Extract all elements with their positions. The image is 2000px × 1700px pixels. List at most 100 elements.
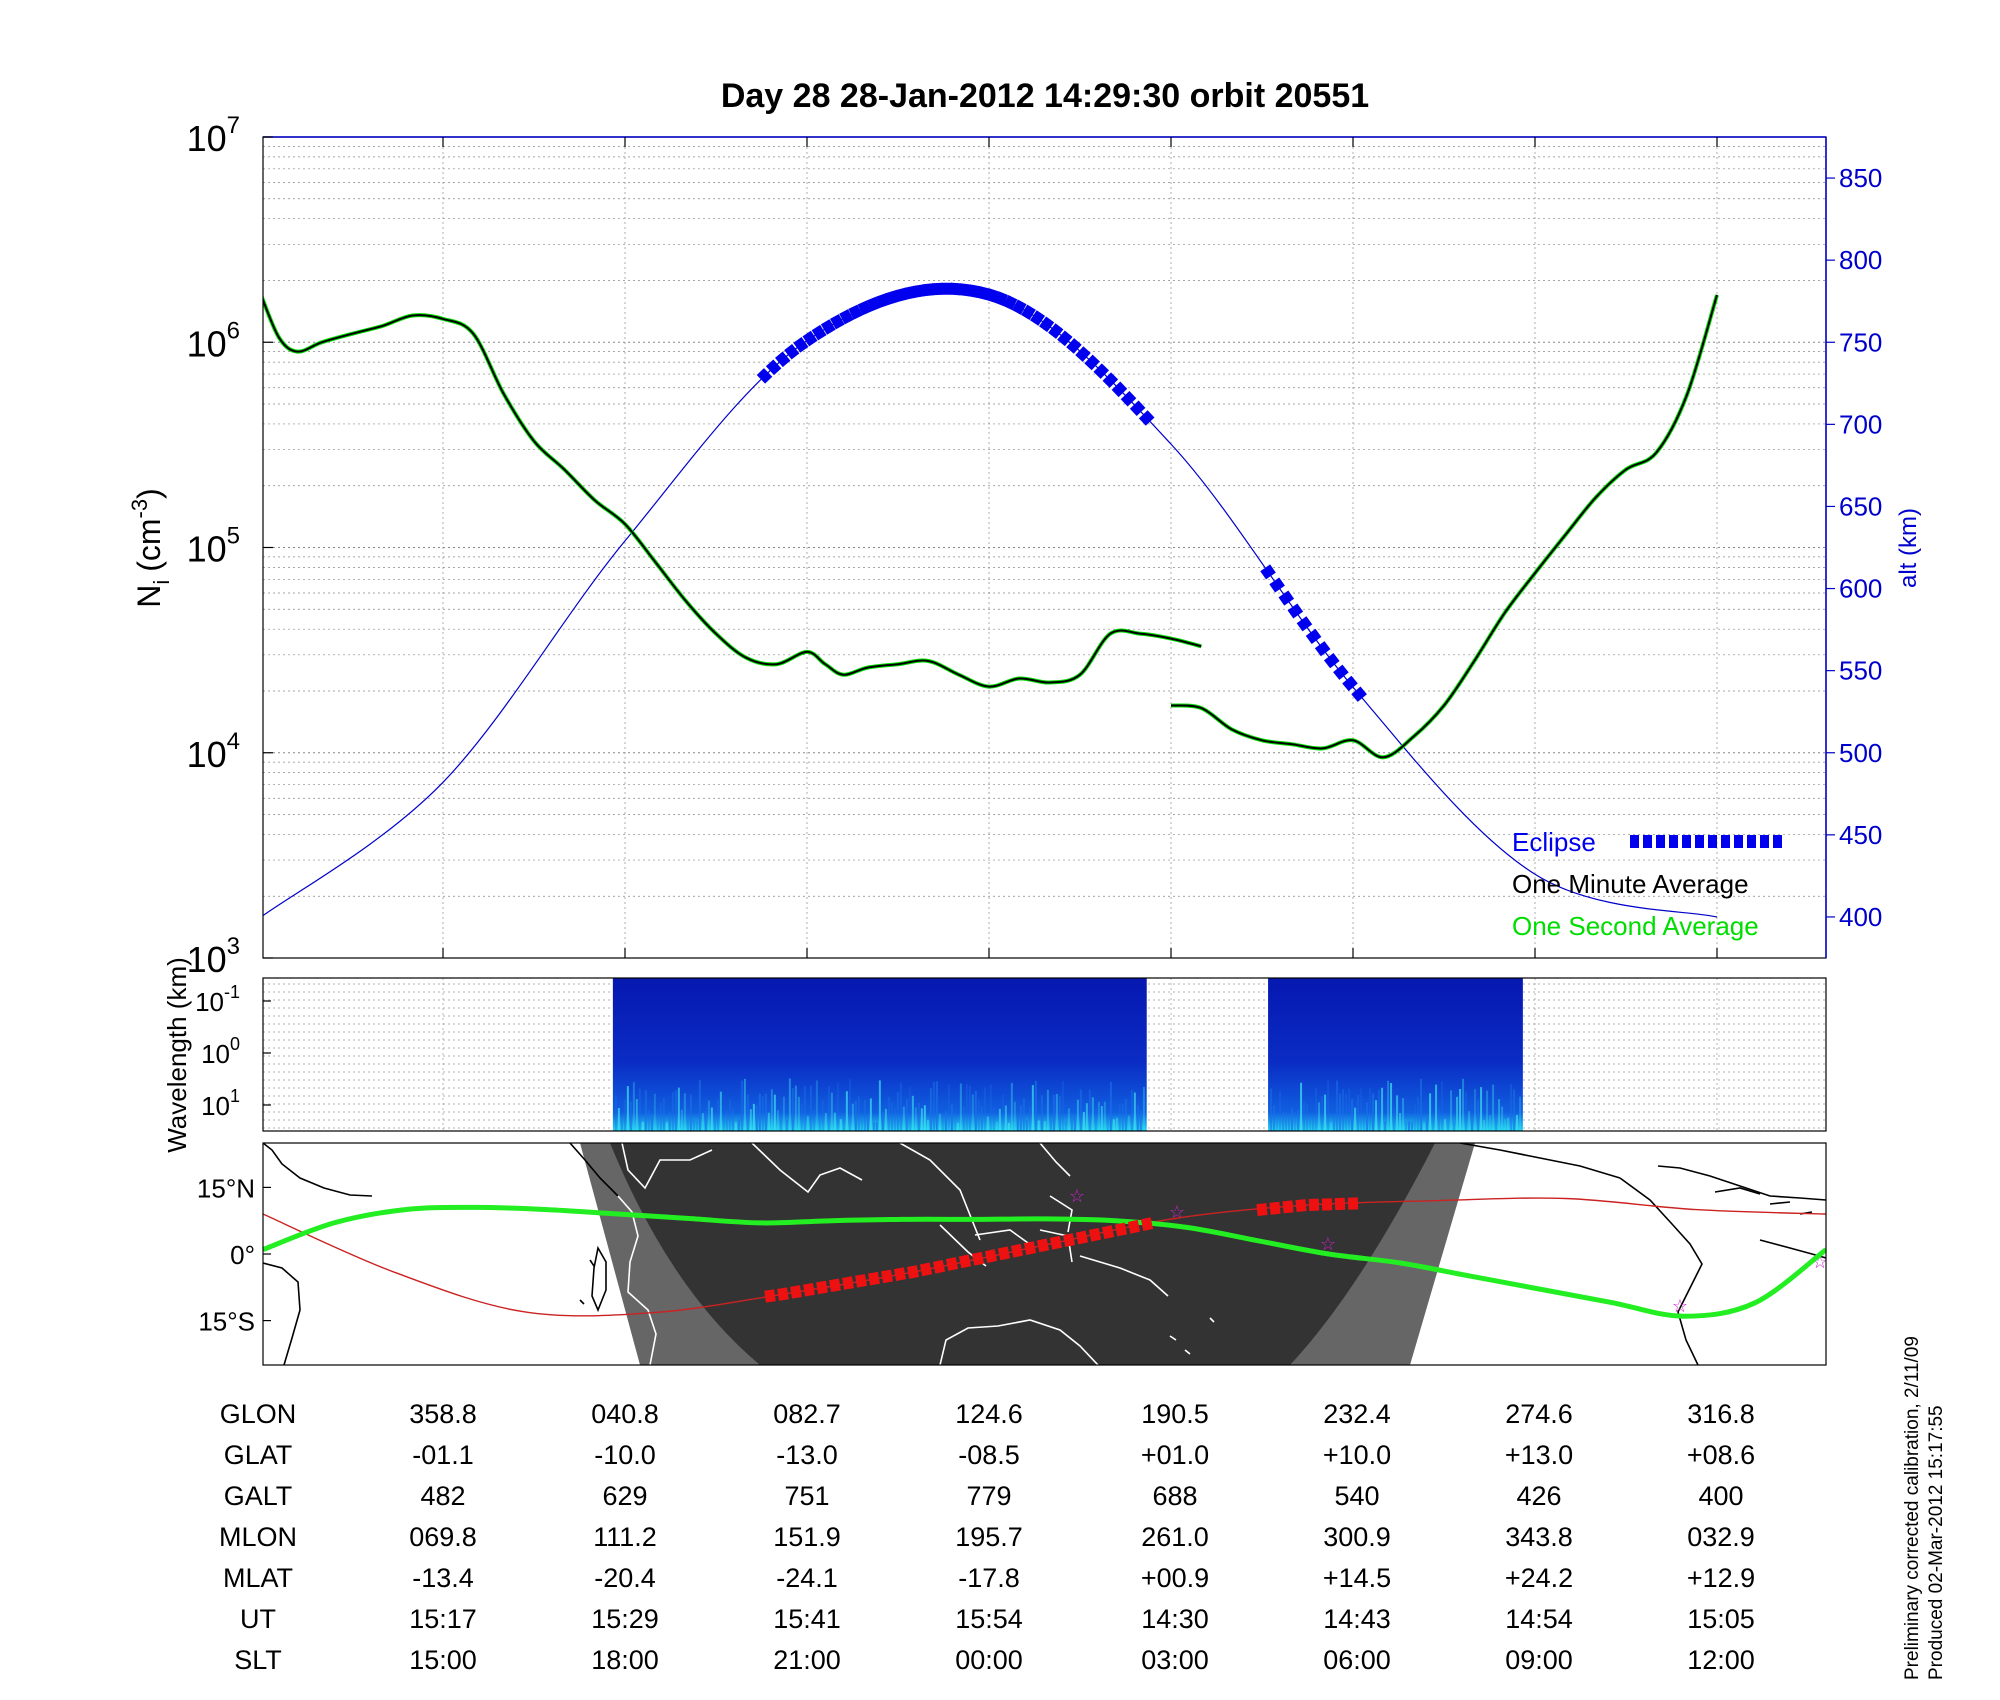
eclipse-marker xyxy=(866,296,881,312)
spectrogram-streak xyxy=(623,1099,626,1131)
table-row-label: UT xyxy=(240,1604,276,1634)
spectrogram-streak xyxy=(1130,1089,1133,1131)
eclipse-track-square xyxy=(958,1254,972,1269)
spectrogram-streak xyxy=(1103,1101,1106,1131)
eclipse-marker xyxy=(1129,400,1146,417)
tick-base: 10 xyxy=(187,323,227,364)
spectrogram-streak xyxy=(1034,1080,1037,1131)
spectrogram-streak xyxy=(1390,1083,1393,1131)
eclipse-track-square xyxy=(1088,1227,1102,1242)
eclipse-track-square xyxy=(868,1271,880,1286)
spectrogram-streak xyxy=(1094,1107,1097,1131)
table-cell: +10.0 xyxy=(1323,1440,1391,1470)
tick-exp: 1 xyxy=(230,1086,240,1106)
spectrogram-streak xyxy=(800,1103,803,1131)
spectrogram-streak xyxy=(866,1114,869,1131)
spectrogram-streak xyxy=(710,1107,713,1131)
spectrogram-streak xyxy=(923,1105,926,1131)
spectrogram-streak xyxy=(893,1107,896,1131)
tick-exp: 3 xyxy=(227,933,240,960)
spectrogram-blocks xyxy=(612,978,1523,1131)
spectrogram-streak xyxy=(770,1089,773,1131)
spectrogram-streak xyxy=(641,1121,644,1131)
spectrogram-streak xyxy=(1342,1089,1345,1131)
spectrogram-streak xyxy=(944,1111,947,1131)
spectrogram-streak xyxy=(698,1080,701,1131)
spectrogram-streak xyxy=(1480,1087,1483,1131)
satellite-track-line xyxy=(263,1204,1826,1319)
spectrogram-streak xyxy=(899,1083,902,1131)
spectrogram-streak xyxy=(671,1092,674,1131)
spectrogram-streak xyxy=(626,1086,629,1131)
eclipse-marker xyxy=(1066,338,1082,354)
table-cell: 151.9 xyxy=(773,1522,841,1552)
spectrogram-streak xyxy=(743,1078,746,1131)
table-cell: 400 xyxy=(1698,1481,1743,1511)
legend-eclipse-square xyxy=(1695,835,1704,848)
altitude-y-tick-label: 700 xyxy=(1839,409,1882,439)
spectrogram-streak xyxy=(1477,1100,1480,1131)
spectrogram-streak xyxy=(1321,1095,1324,1131)
star-marker: ☆ xyxy=(1672,1296,1688,1316)
spectrogram-streak xyxy=(830,1092,833,1131)
spectrogram-streak xyxy=(857,1096,860,1131)
spectrogram-streak xyxy=(1279,1090,1282,1131)
tick-exp: 5 xyxy=(227,523,240,550)
table-cell: 06:00 xyxy=(1323,1645,1391,1675)
altitude-y-tick-label: 400 xyxy=(1839,902,1882,932)
spectrogram-streak xyxy=(1516,1114,1519,1131)
eclipse-marker xyxy=(756,368,773,384)
eclipse-marker xyxy=(922,283,934,297)
eclipse-track-square xyxy=(1334,1197,1346,1211)
eclipse-marker xyxy=(1102,372,1119,388)
spectrogram-streak xyxy=(854,1100,857,1131)
table-cell: 426 xyxy=(1516,1481,1561,1511)
ylabel-base: N xyxy=(131,585,167,608)
spectrogram-streak xyxy=(1378,1089,1381,1131)
table-cell: 15:29 xyxy=(591,1604,659,1634)
legend-eclipse-square xyxy=(1773,835,1782,848)
coast-south-america-east xyxy=(263,1262,301,1365)
table-cell: 14:30 xyxy=(1141,1604,1209,1634)
spectrogram-streak xyxy=(1432,1118,1435,1131)
spectrogram-streak xyxy=(1465,1092,1468,1131)
spectrogram-streak xyxy=(755,1104,758,1131)
spectrogram-streak xyxy=(1462,1078,1465,1131)
spectrogram-streak xyxy=(1429,1093,1432,1131)
spectrogram-streak xyxy=(932,1081,935,1131)
density-x-gridlines xyxy=(442,137,1718,958)
eclipse-marker xyxy=(1075,346,1091,362)
spectrogram-streak xyxy=(1049,1117,1052,1131)
spectrogram-streak xyxy=(977,1100,980,1131)
spectrogram-streak xyxy=(1426,1118,1429,1131)
spectrogram-streak xyxy=(920,1108,923,1131)
spectrogram-streak xyxy=(773,1094,776,1131)
spectrogram-streak xyxy=(758,1093,761,1131)
spectrogram-streak xyxy=(1112,1119,1115,1131)
map-y-tick-label: 15°N xyxy=(197,1173,255,1203)
spectrogram-streak xyxy=(644,1090,647,1131)
table-cell: 15:54 xyxy=(955,1604,1023,1634)
figure-title: Day 28 28-Jan-2012 14:29:30 orbit 20551 xyxy=(721,77,1369,115)
coast-africa-west xyxy=(263,1143,373,1197)
spectrogram-streak xyxy=(1312,1115,1315,1131)
eclipse-track-square xyxy=(1075,1230,1089,1245)
table-cell: +00.9 xyxy=(1141,1563,1209,1593)
spectrogram-streak xyxy=(839,1119,842,1131)
eclipse-track-markers xyxy=(764,1197,1359,1303)
eclipse-marker xyxy=(950,282,962,296)
spectrogram-streak xyxy=(1300,1082,1303,1131)
spectrogram-streak xyxy=(1070,1112,1073,1131)
spectrogram-streak xyxy=(968,1086,971,1131)
table-cell: 190.5 xyxy=(1141,1399,1209,1429)
spectrogram-streak xyxy=(662,1098,665,1131)
table-cell: 14:43 xyxy=(1323,1604,1391,1634)
spectrogram-streak xyxy=(1507,1117,1510,1131)
spectrogram-streak xyxy=(950,1104,953,1131)
table-cell: 032.9 xyxy=(1687,1522,1755,1552)
spectrogram-streak xyxy=(1360,1087,1363,1131)
spectrogram-streak xyxy=(1471,1116,1474,1131)
legend: Eclipse One Minute Average One Second Av… xyxy=(1512,827,1782,941)
